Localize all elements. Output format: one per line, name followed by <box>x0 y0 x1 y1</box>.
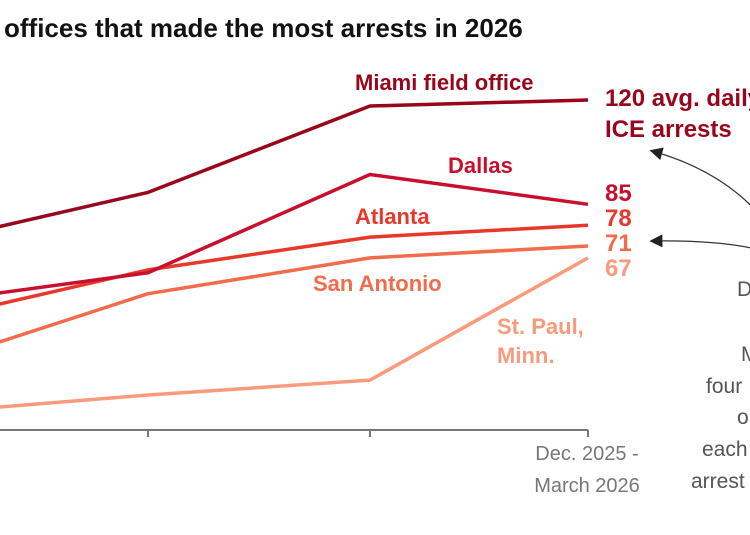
end-label-dallas: 85 <box>605 180 632 207</box>
series-line-dallas <box>0 172 589 295</box>
series-line-miami-field-office <box>0 98 589 229</box>
end-label-unit: ICE arrests <box>605 116 732 143</box>
annotation-text: M <box>741 343 750 366</box>
series-lines <box>0 98 589 409</box>
end-label-st-paul: 67 <box>605 255 632 282</box>
series-label-st-paul: Minn. <box>497 343 554 368</box>
annotation-arrow <box>649 234 750 249</box>
end-label-miami: 120 avg. daily <box>605 85 750 112</box>
chart-title: offices that made the most arrests in 20… <box>4 13 523 43</box>
series-label-st-paul: St. Paul, <box>497 314 584 339</box>
annotation-text: D <box>737 278 750 301</box>
series-label-dallas: Dallas <box>448 153 513 178</box>
annotation-text: arrest <box>691 470 745 493</box>
series-label-atlanta: Atlanta <box>355 204 430 229</box>
end-label-atlanta: 78 <box>605 205 632 232</box>
series-label-miami: Miami field office <box>355 70 533 95</box>
annotation-text: four <box>706 375 742 398</box>
series-label-san-antonio: San Antonio <box>313 271 442 296</box>
x-tick-label: March 2026 <box>534 475 640 497</box>
series-line-st-paul-minn <box>0 256 589 409</box>
annotation-text: each <box>702 438 748 461</box>
series-line-san-antonio <box>0 244 589 344</box>
end-label-san-antonio: 71 <box>605 230 632 257</box>
annotation-text: o <box>737 406 749 429</box>
series-line-atlanta <box>0 223 589 306</box>
x-tick-label: Dec. 2025 - <box>535 443 638 465</box>
annotation-arrow <box>649 147 750 206</box>
